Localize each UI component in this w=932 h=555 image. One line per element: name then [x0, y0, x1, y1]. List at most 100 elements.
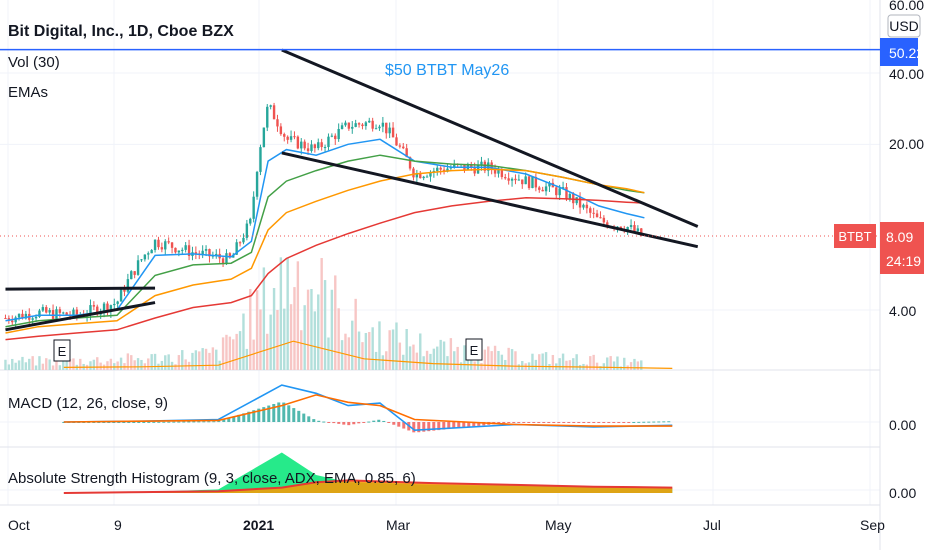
- trendline-2: [281, 151, 699, 249]
- macd-histogram-bar: [457, 422, 461, 428]
- macd-histogram-bar: [462, 422, 466, 428]
- macd-histogram-bar: [592, 422, 596, 423]
- macd-histogram-bar: [552, 422, 556, 423]
- macd-histogram-bar: [652, 421, 656, 423]
- volume-bar: [507, 347, 510, 370]
- candle-body: [317, 142, 320, 149]
- macd-layer: [62, 384, 673, 433]
- candle-body: [330, 135, 334, 137]
- volume-bar: [313, 311, 317, 370]
- macd-histogram-bar: [102, 422, 106, 423]
- vol-label[interactable]: Vol (30): [8, 54, 60, 71]
- candle-body: [235, 242, 238, 255]
- candle-body: [357, 123, 361, 125]
- volume-bar: [252, 339, 255, 370]
- ema-label[interactable]: EMAs: [8, 84, 48, 101]
- macd-histogram-bar: [132, 422, 136, 423]
- macd-histogram-bar: [382, 420, 386, 422]
- volume-bar: [446, 356, 449, 370]
- candle-body: [344, 122, 347, 126]
- volume-bar: [368, 331, 371, 370]
- candle-body: [422, 176, 425, 179]
- macd-histogram-bar: [277, 402, 281, 422]
- volume-bar: [235, 333, 238, 370]
- macd-histogram-bar: [307, 416, 311, 422]
- candle-body: [470, 164, 473, 168]
- macd-histogram-bar: [252, 410, 256, 422]
- candle-body: [249, 218, 252, 224]
- ash-axis-tick: 0.00: [889, 485, 916, 501]
- macd-histogram-bar: [142, 421, 146, 423]
- volume-bar: [334, 275, 337, 370]
- volume-bar: [425, 350, 429, 370]
- earnings-marker-1[interactable]: E: [53, 339, 71, 362]
- volume-bar: [487, 346, 490, 370]
- volume-bar: [395, 322, 398, 370]
- volume-bar: [412, 344, 415, 370]
- candle-body: [368, 120, 371, 123]
- volume-bar: [534, 359, 538, 370]
- volume-bar: [221, 337, 225, 370]
- volume-bar: [351, 320, 354, 370]
- macd-histogram-bar: [197, 421, 201, 423]
- candle-body: [48, 310, 51, 313]
- volume-bar: [140, 359, 143, 370]
- candle-body: [629, 225, 633, 228]
- macd-histogram-bar: [637, 421, 641, 423]
- candle-body: [402, 146, 405, 149]
- candle-body: [21, 313, 24, 319]
- volume-bar: [4, 359, 7, 370]
- candle-body: [116, 301, 119, 304]
- volume-bar: [592, 354, 595, 370]
- macd-histogram-bar: [562, 422, 566, 423]
- volume-bar: [72, 358, 75, 370]
- symbol-tag-text: BTBT: [838, 229, 871, 244]
- candle-body: [65, 312, 68, 316]
- volume-bar: [504, 359, 507, 370]
- volume-bar: [323, 280, 327, 370]
- volume-bar: [177, 355, 181, 370]
- volume-bar: [558, 358, 561, 370]
- time-axis[interactable]: Oct 9 2021 Mar May Jul Sep: [8, 517, 885, 533]
- ash-label[interactable]: Absolute Strength Histogram (9, 3, close…: [8, 470, 416, 487]
- volume-bar: [490, 351, 493, 370]
- volume-bar: [340, 340, 344, 370]
- macd-histogram-bar: [452, 422, 456, 429]
- candle-body: [303, 141, 306, 149]
- currency-label: USD: [889, 18, 919, 34]
- volume-bar: [269, 314, 272, 370]
- macd-histogram-bar: [537, 422, 541, 423]
- volume-bar: [68, 359, 72, 370]
- candle-body: [521, 179, 524, 185]
- candle-body: [405, 148, 408, 158]
- macd-histogram-bar: [422, 422, 426, 432]
- volume-bar: [371, 327, 374, 370]
- earnings-marker-2[interactable]: E: [465, 338, 483, 361]
- trendline-1: [281, 48, 699, 228]
- ema-line-3: [5, 168, 645, 334]
- macd-histogram-bar: [292, 408, 296, 422]
- macd-histogram-bar: [317, 420, 321, 422]
- candle-body: [395, 137, 398, 146]
- volume-bar: [480, 363, 483, 370]
- volume-bar: [58, 365, 62, 370]
- volume-bar: [619, 366, 623, 370]
- candle-body: [558, 188, 561, 196]
- volume-bar: [293, 287, 296, 370]
- price-tick: 20.00: [889, 136, 924, 152]
- macd-histogram-bar: [437, 422, 441, 431]
- macd-label[interactable]: MACD (12, 26, close, 9): [8, 395, 168, 412]
- macd-histogram-bar: [312, 419, 316, 422]
- volume-bar: [442, 341, 446, 370]
- macd-histogram-bar: [62, 422, 66, 423]
- price-axis[interactable]: 60.00 40.00 20.00 4.00 USD 50.22 8.09 24…: [880, 0, 924, 501]
- candle-body: [296, 136, 300, 149]
- annotation-text[interactable]: $50 BTBT May26: [385, 62, 509, 79]
- candle-body: [497, 169, 500, 174]
- symbol-tag[interactable]: BTBT: [834, 224, 876, 248]
- macd-histogram-bar: [567, 422, 571, 423]
- volume-bar: [483, 349, 487, 370]
- macd-histogram-bar: [512, 422, 516, 423]
